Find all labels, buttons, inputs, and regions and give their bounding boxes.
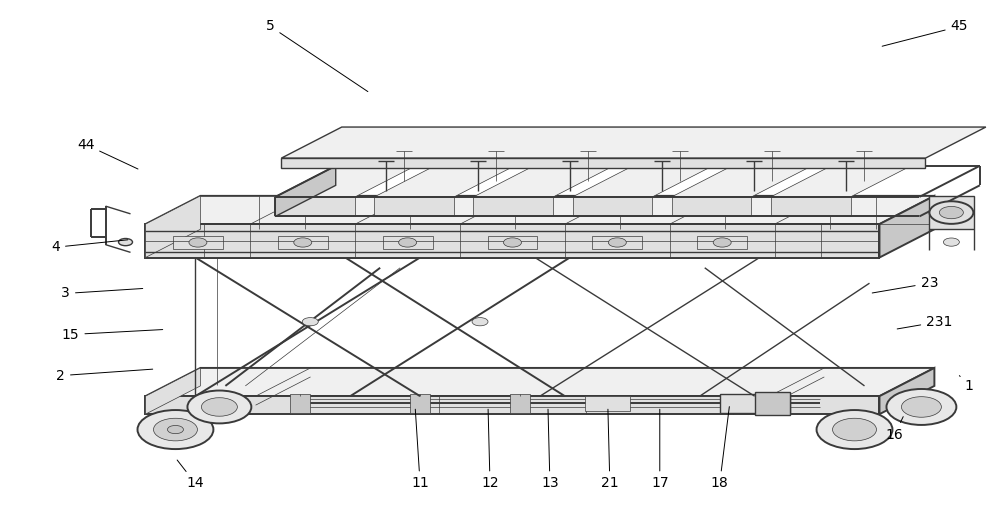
Text: 21: 21 bbox=[601, 409, 619, 490]
Circle shape bbox=[399, 238, 417, 247]
Circle shape bbox=[929, 201, 973, 224]
Polygon shape bbox=[290, 394, 310, 413]
Circle shape bbox=[167, 425, 183, 434]
Circle shape bbox=[886, 389, 956, 425]
Text: 13: 13 bbox=[541, 409, 559, 490]
Text: 14: 14 bbox=[177, 460, 204, 490]
Text: 12: 12 bbox=[481, 409, 499, 490]
Circle shape bbox=[943, 238, 959, 246]
Circle shape bbox=[138, 410, 213, 449]
Polygon shape bbox=[374, 166, 515, 197]
Circle shape bbox=[153, 418, 197, 441]
Text: 15: 15 bbox=[62, 328, 163, 341]
Polygon shape bbox=[281, 127, 986, 158]
Text: 18: 18 bbox=[711, 407, 729, 490]
Polygon shape bbox=[510, 394, 530, 413]
Polygon shape bbox=[771, 197, 851, 216]
Polygon shape bbox=[145, 224, 879, 258]
Circle shape bbox=[201, 398, 237, 416]
Polygon shape bbox=[672, 166, 812, 197]
Polygon shape bbox=[771, 166, 911, 197]
Circle shape bbox=[833, 418, 876, 441]
Text: 1: 1 bbox=[959, 375, 974, 393]
Circle shape bbox=[472, 318, 488, 326]
Polygon shape bbox=[488, 236, 537, 249]
Circle shape bbox=[608, 238, 626, 247]
Polygon shape bbox=[145, 368, 200, 414]
Text: 2: 2 bbox=[56, 369, 153, 383]
Circle shape bbox=[713, 238, 731, 247]
Circle shape bbox=[189, 238, 207, 247]
Text: 4: 4 bbox=[51, 240, 128, 254]
Polygon shape bbox=[473, 166, 614, 197]
Text: 44: 44 bbox=[77, 138, 138, 169]
Circle shape bbox=[817, 410, 892, 449]
Polygon shape bbox=[672, 197, 751, 216]
Polygon shape bbox=[145, 196, 934, 224]
Text: 11: 11 bbox=[411, 409, 429, 490]
Polygon shape bbox=[473, 197, 553, 216]
Polygon shape bbox=[145, 368, 934, 396]
Polygon shape bbox=[592, 236, 642, 249]
Polygon shape bbox=[173, 236, 223, 249]
Text: 45: 45 bbox=[882, 20, 968, 46]
Circle shape bbox=[939, 207, 963, 219]
Polygon shape bbox=[374, 197, 454, 216]
Text: 231: 231 bbox=[897, 315, 953, 329]
Text: 23: 23 bbox=[872, 276, 938, 293]
Polygon shape bbox=[278, 236, 328, 249]
Polygon shape bbox=[879, 196, 934, 258]
Text: 3: 3 bbox=[61, 286, 143, 300]
Polygon shape bbox=[929, 196, 974, 229]
Polygon shape bbox=[720, 394, 790, 413]
Polygon shape bbox=[879, 368, 934, 414]
Polygon shape bbox=[383, 236, 433, 249]
Circle shape bbox=[503, 238, 521, 247]
Polygon shape bbox=[755, 392, 790, 415]
Polygon shape bbox=[573, 197, 652, 216]
Polygon shape bbox=[145, 196, 200, 258]
Polygon shape bbox=[275, 166, 415, 197]
Polygon shape bbox=[275, 166, 336, 216]
Circle shape bbox=[294, 238, 312, 247]
Text: 5: 5 bbox=[266, 20, 368, 92]
Text: 16: 16 bbox=[886, 417, 903, 442]
Circle shape bbox=[901, 397, 941, 417]
Polygon shape bbox=[275, 197, 355, 216]
Circle shape bbox=[187, 390, 251, 423]
Polygon shape bbox=[697, 236, 747, 249]
Polygon shape bbox=[281, 158, 925, 168]
Circle shape bbox=[119, 238, 133, 246]
Text: 17: 17 bbox=[651, 409, 669, 490]
Polygon shape bbox=[573, 166, 713, 197]
Polygon shape bbox=[145, 396, 879, 414]
Polygon shape bbox=[585, 396, 630, 411]
Polygon shape bbox=[410, 394, 430, 413]
Circle shape bbox=[302, 318, 318, 326]
